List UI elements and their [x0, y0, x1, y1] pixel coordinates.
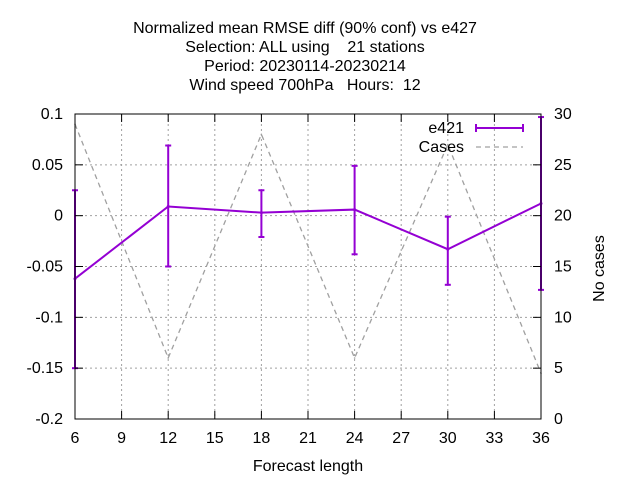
y2-tick-label: 10 — [554, 309, 572, 326]
grid — [75, 114, 541, 419]
x-tick-label: 33 — [486, 430, 504, 447]
chart-title: Normalized mean RMSE diff (90% conf) vs … — [133, 20, 477, 94]
y-tick-label: 0.05 — [32, 157, 63, 174]
legend: e421 Cases — [419, 120, 524, 156]
title-line: Selection: ALL using 21 stations — [185, 39, 425, 56]
y2-axis-label: No cases — [591, 235, 608, 302]
x-tick-label: 21 — [299, 430, 317, 447]
x-axis-label: Forecast length — [253, 458, 363, 475]
y2-tick-label: 0 — [554, 411, 563, 428]
e421-point — [353, 208, 357, 212]
y2-tick-label: 15 — [554, 259, 572, 276]
cases-point — [447, 143, 449, 146]
y-tick-label: -0.15 — [27, 360, 64, 377]
x-tick-label: 9 — [117, 430, 126, 447]
x-tick-label: 15 — [206, 430, 224, 447]
title-line: Period: 20230114-20230214 — [204, 58, 406, 75]
title-line: Normalized mean RMSE diff (90% conf) vs … — [133, 20, 477, 37]
cases-point — [167, 357, 169, 359]
cases-line — [74, 123, 542, 374]
x-tick-label: 36 — [532, 430, 550, 447]
y-tick-label: -0.05 — [27, 259, 64, 276]
e421-point — [259, 211, 263, 215]
y-tick-label: 0.1 — [41, 106, 63, 123]
legend-label: e421 — [428, 120, 464, 137]
y-tick-label: -0.2 — [35, 411, 63, 428]
y-tick-label: 0 — [54, 208, 63, 225]
legend-label: Cases — [419, 139, 464, 156]
e421-point — [166, 205, 170, 209]
x-tick-label: 24 — [346, 430, 364, 447]
axis-ticks: 6 9 12 15 18 21 24 27 30 33 36 -0.2 -0.15 -0.1 -0.05 0 0… — [27, 106, 572, 447]
y2-tick-label: 30 — [554, 106, 572, 123]
e421-line — [74, 202, 542, 280]
x-tick-label: 30 — [439, 430, 457, 447]
cases-point — [260, 133, 263, 136]
title-line: Wind speed 700hPa Hours: 12 — [189, 77, 420, 94]
y2-tick-label: 5 — [554, 360, 563, 377]
y2-tick-label: 25 — [554, 157, 572, 174]
x-tick-label: 6 — [71, 430, 80, 447]
cases-point — [353, 357, 356, 359]
x-tick-label: 27 — [392, 430, 410, 447]
e421-point — [446, 247, 450, 251]
y2-tick-label: 20 — [554, 208, 572, 225]
y-tick-label: -0.1 — [35, 309, 63, 326]
x-tick-label: 12 — [159, 430, 177, 447]
x-tick-label: 18 — [253, 430, 271, 447]
